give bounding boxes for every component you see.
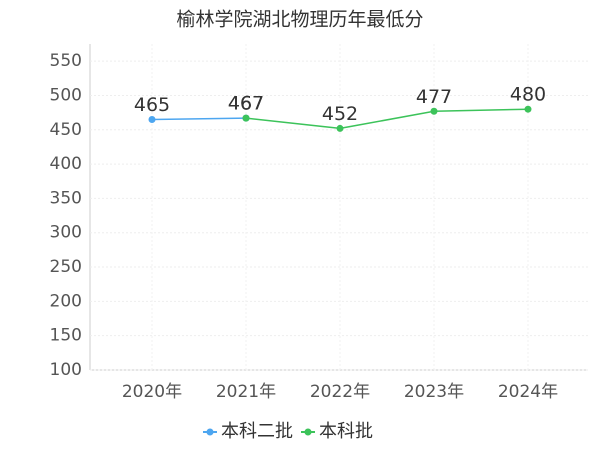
legend-label: 本科二批 (221, 421, 293, 442)
legend-marker (304, 428, 312, 436)
y-tick-label: 350 (50, 188, 82, 208)
x-tick-label: 2023年 (404, 382, 464, 402)
series-line (245, 108, 529, 130)
y-tick-label: 450 (50, 120, 82, 140)
y-tick-label: 100 (50, 360, 82, 380)
point (336, 124, 344, 132)
point (524, 105, 532, 113)
y-tick-label: 500 (50, 85, 82, 105)
point (148, 115, 156, 123)
point (430, 107, 438, 115)
y-tick-label: 400 (50, 154, 82, 174)
data-label: 467 (228, 93, 264, 115)
x-tick-label: 2024年 (498, 382, 558, 402)
y-tick-label: 200 (50, 291, 82, 311)
data-label: 452 (322, 103, 358, 125)
point (242, 114, 250, 122)
y-tick-label: 300 (50, 223, 82, 243)
data-label: 477 (416, 86, 452, 108)
legend-label: 本科批 (319, 421, 373, 442)
legend-marker (206, 428, 214, 436)
data-label: 467 (228, 93, 264, 115)
x-tick-label: 2020年 (122, 382, 182, 402)
x-tick-label: 2022年 (310, 382, 370, 402)
y-tick-label: 550 (50, 51, 82, 71)
y-tick-label: 150 (50, 326, 82, 346)
chart-title: 榆林学院湖北物理历年最低分 (176, 9, 423, 31)
x-tick-label: 2021年 (216, 382, 276, 402)
series-line (151, 117, 247, 121)
data-label: 465 (134, 94, 170, 116)
data-label: 480 (510, 84, 546, 106)
y-tick-label: 250 (50, 257, 82, 277)
